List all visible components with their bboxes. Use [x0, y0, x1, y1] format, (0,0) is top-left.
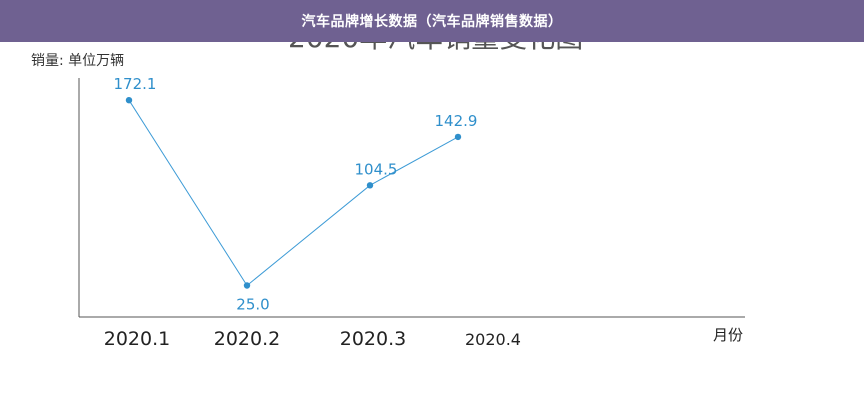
x-tick-label: 2020.4 — [465, 330, 521, 349]
x-tick-label: 2020.1 — [104, 328, 170, 350]
banner-title: 汽车品牌增长数据（汽车品牌销售数据） — [301, 14, 563, 30]
data-label: 104.5 — [355, 160, 398, 178]
data-label: 25.0 — [236, 296, 269, 314]
y-axis-label: 销量: 单位万辆 — [31, 53, 125, 69]
x-tick-label: 2020.3 — [340, 328, 406, 350]
data-point — [366, 182, 374, 189]
data-label: 142.9 — [435, 112, 478, 130]
data-point — [125, 97, 133, 104]
data-point — [243, 282, 251, 289]
x-tick-label: 2020.2 — [214, 328, 280, 350]
series-line — [128, 99, 459, 287]
data-label: 172.1 — [114, 75, 157, 93]
title-banner: 汽车品牌增长数据（汽车品牌销售数据） — [0, 0, 864, 42]
x-axis-label: 月份 — [713, 326, 743, 344]
data-point — [454, 133, 462, 141]
